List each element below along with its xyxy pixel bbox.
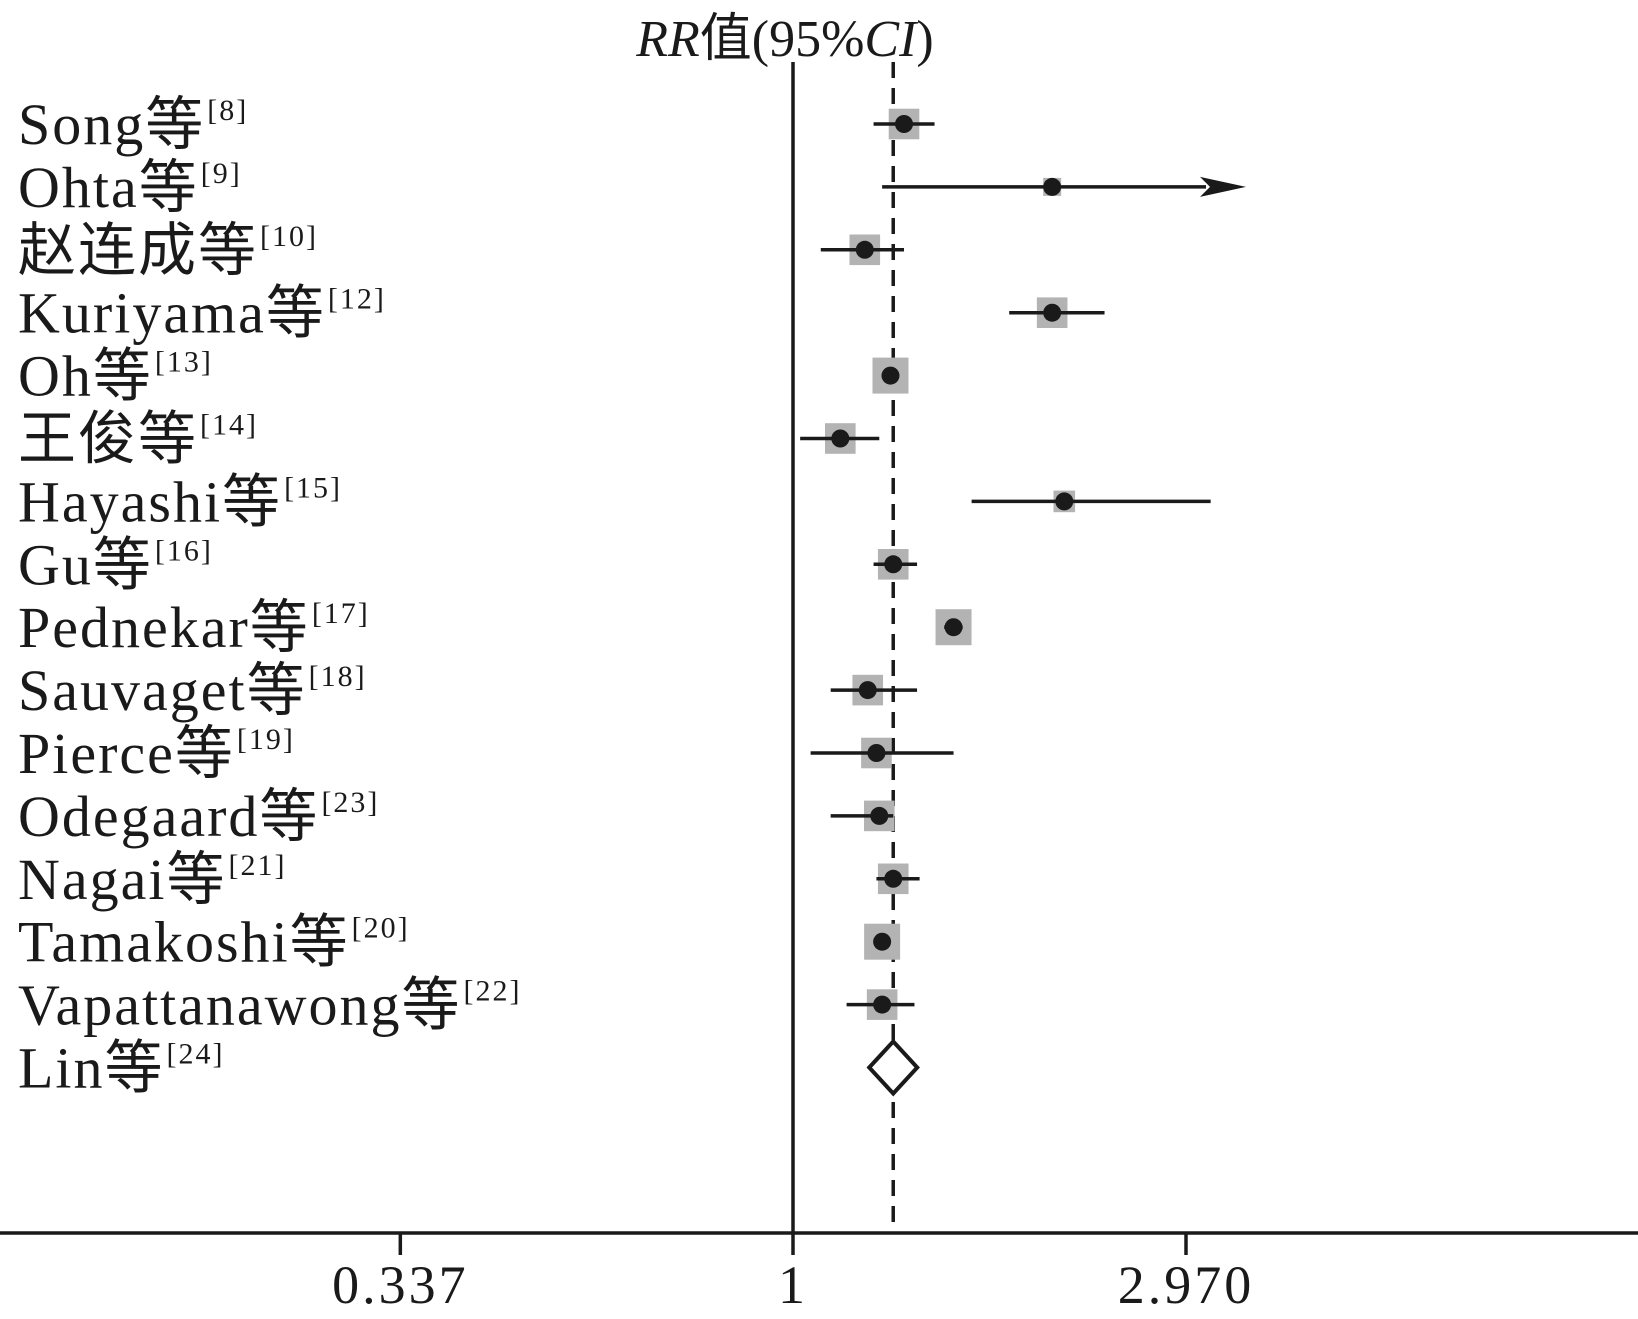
study-labels: Song等[8]Ohta等[9]赵连成等[10]Kuriyama等[12]Oh等… xyxy=(18,92,522,1101)
study-reference: [20] xyxy=(352,912,410,945)
study-name: Ohta等 xyxy=(18,155,199,220)
point-estimate xyxy=(1043,303,1062,322)
study-label: Hayashi等[15] xyxy=(18,469,342,534)
study-marks xyxy=(800,108,1246,1097)
point-estimate xyxy=(858,681,877,700)
study-label: Odegaard等[23] xyxy=(18,784,379,849)
x-tick-label: 1 xyxy=(778,1255,808,1315)
study-label: Lin等[24] xyxy=(18,1036,225,1101)
study-reference: [15] xyxy=(284,471,342,504)
point-estimate xyxy=(884,555,903,574)
study-label: Sauvaget等[18] xyxy=(18,658,367,723)
study-name: Nagai等 xyxy=(18,847,227,912)
study-label: Gu等[16] xyxy=(18,532,213,597)
point-estimate xyxy=(855,240,874,259)
x-axis: 0.337 1 2.970 xyxy=(0,1231,1638,1315)
study-reference: [23] xyxy=(321,786,379,819)
study-name: Tamakoshi等 xyxy=(18,910,350,975)
point-estimate xyxy=(873,932,892,951)
study-label: Vapattanawong等[22] xyxy=(18,973,522,1038)
study-name: 王俊等 xyxy=(18,407,198,472)
study-name: Oh等 xyxy=(18,344,153,409)
point-estimate xyxy=(1043,177,1062,196)
study-reference: [14] xyxy=(200,409,258,442)
x-tick-label: 0.337 xyxy=(332,1255,469,1315)
point-estimate xyxy=(831,429,850,448)
diamond-estimate xyxy=(866,1038,920,1097)
point-estimate xyxy=(944,618,963,637)
study-label: Pierce等[19] xyxy=(18,721,295,786)
study-reference: [18] xyxy=(309,660,367,693)
study-name: Vapattanawong等 xyxy=(18,973,462,1038)
study-reference: [13] xyxy=(155,346,213,379)
study-reference: [10] xyxy=(260,220,318,253)
point-estimate xyxy=(870,806,889,825)
study-reference: [22] xyxy=(464,975,522,1008)
study-reference: [8] xyxy=(207,94,248,127)
point-estimate xyxy=(867,744,886,762)
study-reference: [17] xyxy=(312,597,370,630)
study-reference: [9] xyxy=(201,157,242,190)
study-name: Hayashi等 xyxy=(18,469,282,534)
study-label: Kuriyama等[12] xyxy=(18,281,386,346)
study-label: 王俊等[14] xyxy=(18,407,258,472)
study-name: Odegaard等 xyxy=(18,784,319,849)
study-name: 赵连成等 xyxy=(18,218,258,283)
study-name: Song等 xyxy=(18,92,205,157)
study-reference: [12] xyxy=(328,283,386,316)
reference-lines xyxy=(791,62,895,1233)
study-label: Ohta等[9] xyxy=(18,155,242,220)
study-label: Oh等[13] xyxy=(18,344,213,409)
point-estimate xyxy=(895,115,914,133)
study-name: Pednekar等 xyxy=(18,595,310,660)
study-name: Sauvaget等 xyxy=(18,658,307,723)
point-estimate xyxy=(884,869,903,888)
x-tick-label: 2.970 xyxy=(1118,1255,1255,1315)
study-label: Nagai等[21] xyxy=(18,847,286,912)
study-label: Pednekar等[17] xyxy=(18,595,370,660)
study-name: Lin等 xyxy=(18,1036,165,1101)
point-estimate xyxy=(1055,492,1074,511)
point-estimate xyxy=(881,366,900,385)
study-label: Tamakoshi等[20] xyxy=(18,910,410,975)
chart-title: RR值(95%CI) xyxy=(635,11,934,68)
study-label: Song等[8] xyxy=(18,92,248,157)
point-estimate xyxy=(873,995,892,1014)
study-name: Gu等 xyxy=(18,532,153,597)
study-reference: [21] xyxy=(229,849,287,882)
study-name: Kuriyama等 xyxy=(18,281,326,346)
study-name: Pierce等 xyxy=(18,721,235,786)
study-label: 赵连成等[10] xyxy=(18,218,318,283)
study-reference: [24] xyxy=(167,1038,225,1071)
ci-arrow-icon xyxy=(1200,176,1246,197)
study-reference: [16] xyxy=(155,534,213,567)
study-reference: [19] xyxy=(237,723,295,756)
